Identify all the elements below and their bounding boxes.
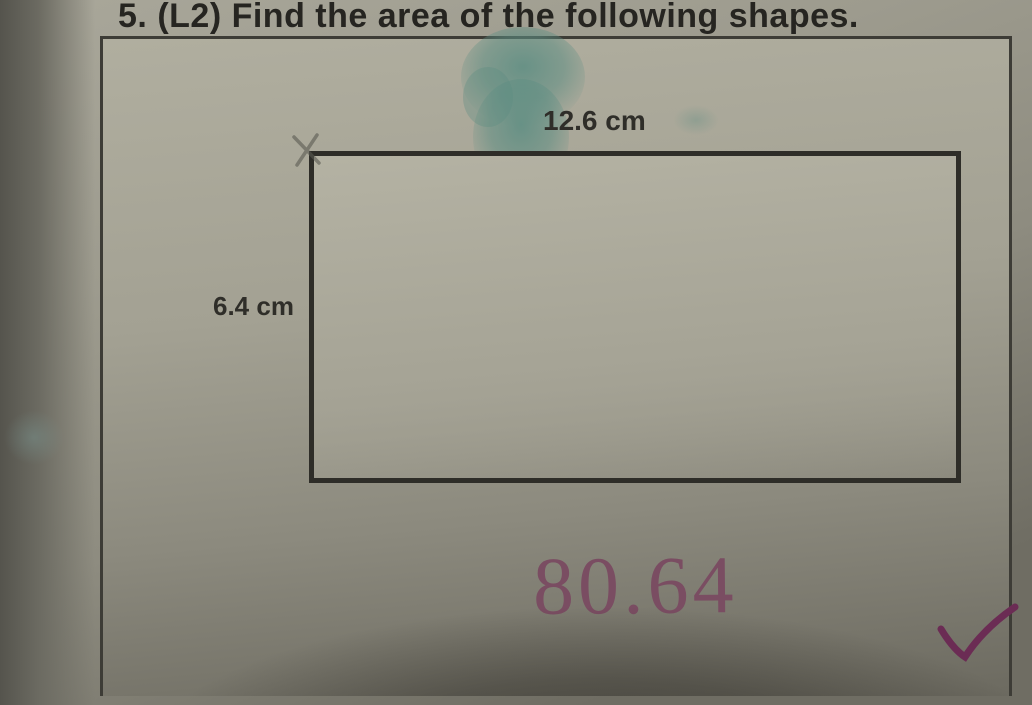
- rectangle-shape: [309, 151, 961, 483]
- question-code: (L2): [157, 0, 221, 35]
- width-label: 12.6 cm: [543, 105, 646, 137]
- question-number: 5.: [118, 0, 147, 35]
- smudge-spot-top: [673, 105, 719, 135]
- binding-shadow: [0, 0, 95, 705]
- smudge-spot-left: [4, 410, 64, 465]
- height-label: 6.4 cm: [213, 291, 294, 322]
- checkmark-icon: [933, 599, 1023, 669]
- handwritten-answer: 80.64: [533, 538, 738, 634]
- problem-frame: 12.6 cm 6.4 cm 80.64: [100, 36, 1012, 696]
- question-text: 5. (L2) Find the area of the following s…: [118, 0, 859, 36]
- question-prompt: Find the area of the following shapes.: [232, 0, 859, 35]
- worksheet-page: 12.6 cm 6.4 cm 80.64 5. (L2) Find the ar…: [0, 0, 1032, 705]
